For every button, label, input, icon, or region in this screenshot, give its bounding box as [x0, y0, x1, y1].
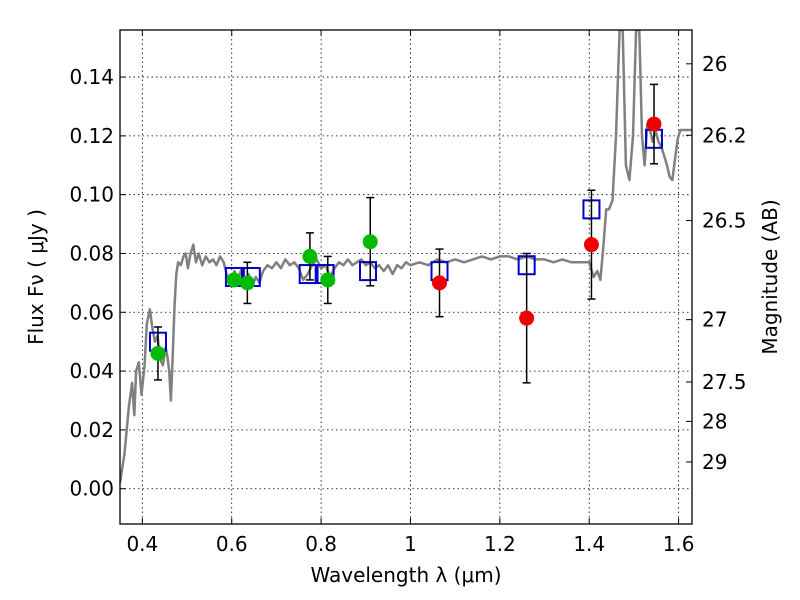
y-axis-label: Flux Fν ( μJy ) [24, 209, 48, 345]
right-axis-label: Magnitude (AB) [758, 199, 782, 354]
observed-point-red [646, 116, 662, 132]
y-tick-label: 0.02 [69, 418, 114, 442]
x-tick-label: 0.4 [126, 532, 158, 556]
x-tick-label: 0.8 [305, 532, 337, 556]
y-tick-label: 0.10 [69, 183, 114, 207]
right-tick-label: 27.5 [702, 370, 747, 394]
right-tick-label: 26.2 [702, 123, 747, 147]
y-tick-label: 0.08 [69, 241, 114, 265]
plot-area [120, 30, 692, 483]
x-tick-label: 1.6 [663, 532, 695, 556]
spectrum-line [120, 30, 692, 483]
x-tick-label: 1 [404, 532, 417, 556]
observed-point-green [320, 272, 336, 288]
model-photometry-square [298, 264, 317, 285]
x-tick-label: 1.2 [484, 532, 516, 556]
x-tick-label: 0.6 [216, 532, 248, 556]
plot-frame [119, 29, 693, 525]
observed-point-green [362, 234, 378, 250]
y-tick-label: 0.00 [69, 477, 114, 501]
y-tick-label: 0.06 [69, 300, 114, 324]
observed-point-green [239, 275, 255, 291]
y-tick-label: 0.12 [69, 124, 114, 148]
right-tick-label: 27 [702, 308, 727, 332]
observed-point-red [432, 275, 448, 291]
observed-point-green [150, 345, 166, 361]
y-tick-label: 0.04 [69, 359, 114, 383]
x-axis-label: Wavelength λ (μm) [310, 563, 501, 587]
y-tick-label: 0.14 [69, 65, 114, 89]
model-photometry-square [359, 261, 378, 282]
right-tick-label: 26 [702, 52, 727, 76]
x-tick-label: 1.4 [573, 532, 605, 556]
observed-point-green [302, 248, 318, 264]
axis-ticks [120, 30, 692, 524]
observed-point-green [226, 272, 242, 288]
right-tick-label: 29 [702, 450, 727, 474]
grid [120, 30, 692, 524]
observed-point-red [583, 237, 599, 253]
right-tick-label: 28 [702, 409, 727, 433]
observed-point-red [519, 310, 535, 326]
right-tick-label: 26.5 [702, 209, 747, 233]
